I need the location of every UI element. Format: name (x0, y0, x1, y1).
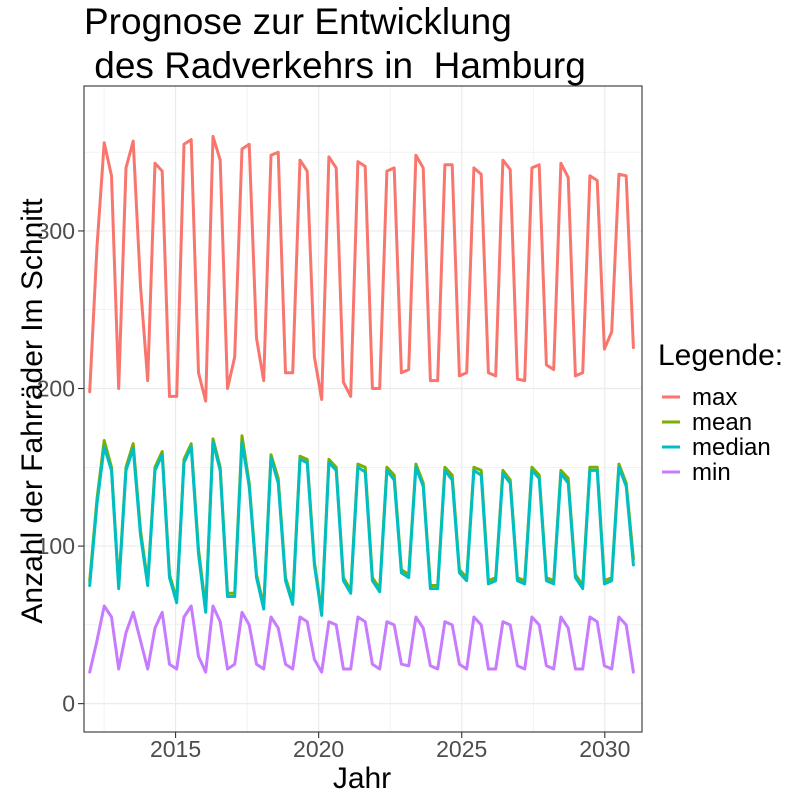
series-layer (88, 134, 635, 674)
y-axis-title: Anzahl der Fahrräder Im Schnitt (16, 198, 49, 624)
legend-title: Legende: (658, 339, 783, 372)
x-tick-label: 2015 (150, 736, 201, 762)
legend-label-min: min (692, 459, 731, 486)
y-tick-label: 300 (37, 218, 75, 244)
legend-label-median: median (692, 434, 771, 461)
series-line-min (88, 604, 635, 674)
x-axis-title: Jahr (333, 762, 391, 795)
series-line-median (88, 440, 635, 617)
grid-major-lines (84, 86, 642, 732)
y-axis: 0 100 200 300 (37, 218, 84, 717)
series-line-max (88, 134, 635, 403)
y-tick-label: 200 (37, 376, 75, 402)
y-tick-label: 100 (37, 533, 75, 559)
chart-title-line-2: des Radverkehrs in Hamburg (84, 45, 586, 86)
y-tick-label: 0 (62, 691, 75, 717)
legend-label-max: max (692, 384, 737, 411)
x-tick-label: 2020 (293, 736, 344, 762)
x-tick-label: 2030 (579, 736, 630, 762)
x-axis: 2015 2020 2025 2030 (150, 732, 630, 762)
chart-title-line-1: Prognose zur Entwicklung (84, 1, 512, 42)
legend-label-mean: mean (692, 409, 752, 436)
plot-panel-border (83, 85, 643, 733)
x-tick-label: 2025 (436, 736, 487, 762)
